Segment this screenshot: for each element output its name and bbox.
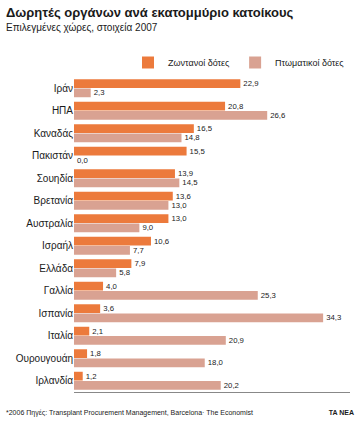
- html-text:TA NEA: TA NEA: [328, 409, 354, 416]
- svg-text:34,3: 34,3: [326, 313, 341, 322]
- svg-text:Ελλάδα: Ελλάδα: [39, 263, 73, 274]
- svg-text:1,2: 1,2: [86, 372, 97, 381]
- svg-text:Σουηδία: Σουηδία: [37, 173, 74, 184]
- svg-text:Πτωματικοί δότες: Πτωματικοί δότες: [275, 58, 344, 68]
- html-text:Δωρητές οργάνων ανά εκατομμύρι: Δωρητές οργάνων ανά εκατομμύριο κατοίκου…: [6, 5, 294, 20]
- svg-text:Πακιστάν: Πακιστάν: [32, 150, 73, 161]
- svg-text:25,3: 25,3: [261, 291, 276, 300]
- svg-text:22,9: 22,9: [243, 79, 258, 88]
- svg-text:14,8: 14,8: [185, 133, 200, 142]
- svg-text:Καναδάς: Καναδάς: [34, 128, 73, 139]
- svg-text:Ισπανία: Ισπανία: [39, 308, 74, 319]
- svg-text:13,0: 13,0: [171, 201, 187, 210]
- svg-text:Γαλλία: Γαλλία: [44, 285, 74, 296]
- svg-text:5,8: 5,8: [119, 268, 130, 277]
- svg-text:Ζωντανοί δότες: Ζωντανοί δότες: [168, 58, 230, 68]
- svg-text:1,8: 1,8: [90, 349, 101, 358]
- svg-text:13,0: 13,0: [171, 214, 187, 223]
- svg-text:9,0: 9,0: [142, 223, 153, 232]
- svg-text:0,0: 0,0: [77, 156, 88, 165]
- svg-text:20,2: 20,2: [224, 381, 239, 390]
- html-text:*2006 Πηγές: Transplant Procur: *2006 Πηγές: Transplant Procurement Mana…: [6, 409, 253, 416]
- svg-text:Ιράν: Ιράν: [54, 83, 73, 94]
- svg-text:20,9: 20,9: [229, 336, 244, 345]
- svg-text:3,6: 3,6: [103, 304, 114, 313]
- svg-text:20,8: 20,8: [228, 102, 243, 111]
- svg-text:Ιταλία: Ιταλία: [48, 330, 74, 341]
- svg-text:4,0: 4,0: [106, 282, 117, 291]
- svg-text:7,9: 7,9: [134, 259, 145, 268]
- svg-text:15,5: 15,5: [190, 147, 205, 156]
- svg-text:16,5: 16,5: [197, 124, 212, 133]
- svg-text:26,6: 26,6: [270, 111, 285, 120]
- svg-text:Ισραήλ: Ισραήλ: [42, 240, 73, 251]
- svg-text:Αυστραλία: Αυστραλία: [26, 218, 73, 229]
- svg-text:Βρετανία: Βρετανία: [34, 195, 74, 206]
- svg-text:2,1: 2,1: [92, 327, 103, 336]
- svg-text:Ιρλανδία: Ιρλανδία: [36, 375, 74, 386]
- svg-text:14,5: 14,5: [182, 178, 197, 187]
- svg-text:13,9: 13,9: [178, 169, 193, 178]
- svg-text:18,0: 18,0: [208, 358, 224, 367]
- svg-text:13,6: 13,6: [176, 192, 191, 201]
- svg-text:2,3: 2,3: [94, 88, 105, 97]
- svg-text:Ουρουγουάη: Ουρουγουάη: [16, 353, 73, 364]
- svg-text:10,6: 10,6: [154, 237, 169, 246]
- html-text:Επιλεγμένες χώρες, στοιχεία 20: Επιλεγμένες χώρες, στοιχεία 2007: [6, 22, 158, 33]
- svg-text:7,7: 7,7: [133, 246, 144, 255]
- svg-text:ΗΠΑ: ΗΠΑ: [52, 105, 73, 116]
